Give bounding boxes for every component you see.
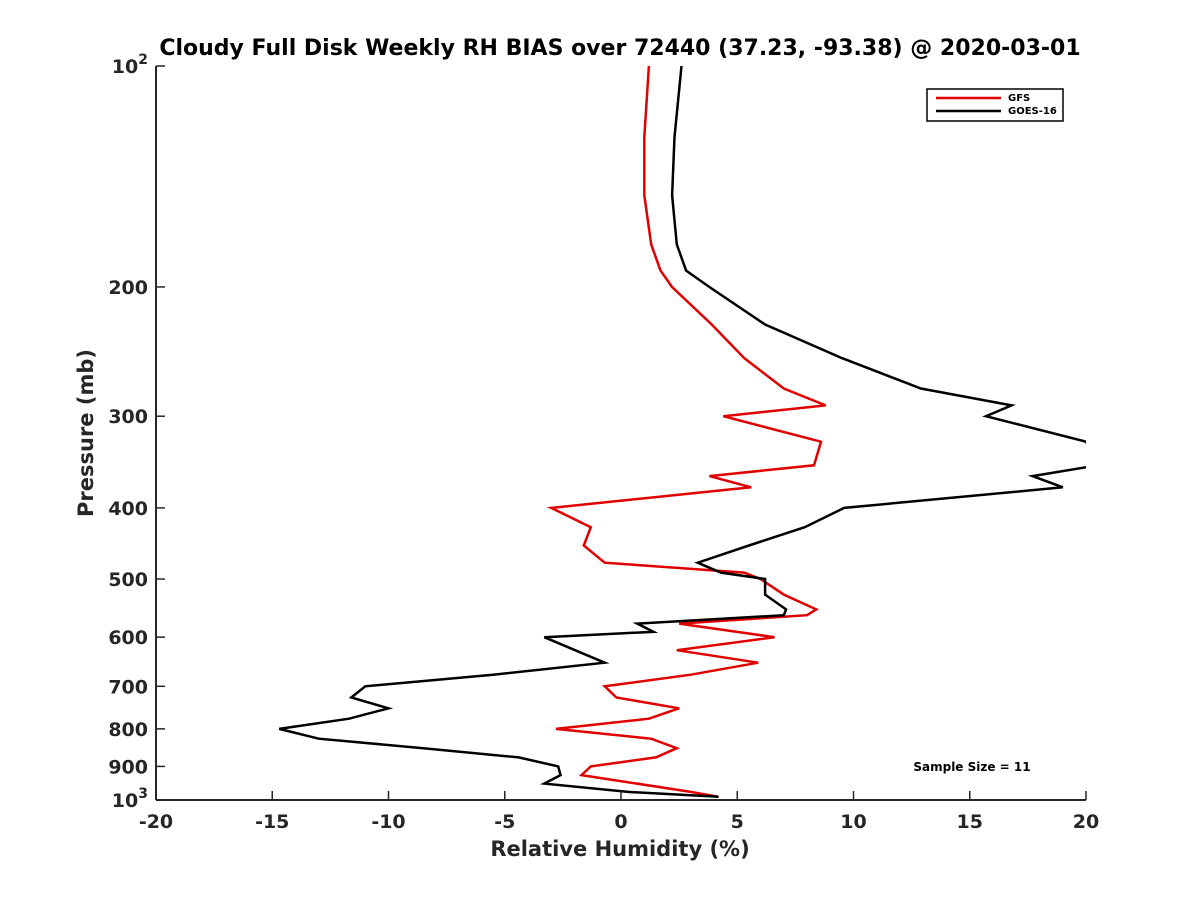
x-tick-label: 0 — [614, 811, 627, 833]
x-tick-label: -10 — [371, 811, 405, 833]
y-axis-label: Pressure (mb) — [74, 349, 98, 517]
y-tick-label: 800 — [108, 719, 148, 741]
series-line-goes16 — [278, 66, 1086, 799]
x-tick-label: -15 — [255, 811, 289, 833]
x-tick-label: -5 — [494, 811, 515, 833]
legend: GFS GOES-16 — [926, 88, 1064, 122]
y-tick-label: 300 — [108, 406, 148, 428]
y-tick-label: 400 — [108, 498, 148, 520]
y-tick-label: 103 — [112, 786, 148, 812]
sample-size-annotation: Sample Size = 11 — [913, 760, 1030, 774]
y-tick-label: 900 — [108, 756, 148, 778]
x-tick-label: 5 — [731, 811, 744, 833]
x-tick-label: 10 — [840, 811, 866, 833]
series-line-gfs — [546, 66, 827, 799]
x-tick-label: 15 — [957, 811, 983, 833]
legend-label-gfs: GFS — [1008, 93, 1030, 104]
x-tick-label: -20 — [139, 811, 173, 833]
x-axis-label: Relative Humidity (%) — [490, 837, 749, 861]
y-tick-label: 600 — [108, 627, 148, 649]
legend-box — [926, 88, 1064, 122]
chart-title: Cloudy Full Disk Weekly RH BIAS over 724… — [159, 36, 1080, 61]
y-tick-label: 700 — [108, 676, 148, 698]
legend-label-goes16: GOES-16 — [1008, 106, 1057, 117]
y-tick-label: 500 — [108, 569, 148, 591]
axes-layer: -20 -15 -10 -5 0 5 10 15 20 102 200 300 400 500 600 700… — [108, 52, 1099, 833]
x-tick-label: 20 — [1073, 811, 1099, 833]
y-tick-label: 200 — [108, 277, 148, 299]
y-tick-label: 102 — [112, 52, 148, 78]
series-layer — [278, 66, 1086, 799]
